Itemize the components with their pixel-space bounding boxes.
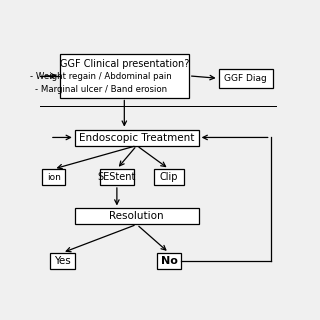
FancyBboxPatch shape (154, 169, 184, 185)
FancyBboxPatch shape (75, 208, 199, 224)
FancyBboxPatch shape (75, 130, 199, 146)
FancyBboxPatch shape (219, 69, 273, 88)
FancyBboxPatch shape (156, 253, 181, 269)
Text: GGF Clinical presentation?: GGF Clinical presentation? (60, 59, 189, 68)
Text: Clip: Clip (160, 172, 178, 182)
Text: SEStent: SEStent (98, 172, 136, 182)
Text: Endoscopic Treatment: Endoscopic Treatment (79, 132, 195, 143)
Text: Yes: Yes (54, 256, 71, 266)
FancyBboxPatch shape (50, 253, 75, 269)
FancyBboxPatch shape (43, 169, 65, 185)
Text: ion: ion (47, 172, 60, 181)
Text: - Marginal ulcer / Band erosion: - Marginal ulcer / Band erosion (35, 85, 167, 94)
FancyBboxPatch shape (100, 169, 134, 185)
FancyBboxPatch shape (60, 54, 189, 98)
Text: GGF Diag: GGF Diag (224, 74, 267, 83)
Text: No: No (161, 256, 177, 266)
Text: Resolution: Resolution (109, 212, 164, 221)
Text: - Weight regain / Abdominal pain: - Weight regain / Abdominal pain (30, 72, 172, 81)
